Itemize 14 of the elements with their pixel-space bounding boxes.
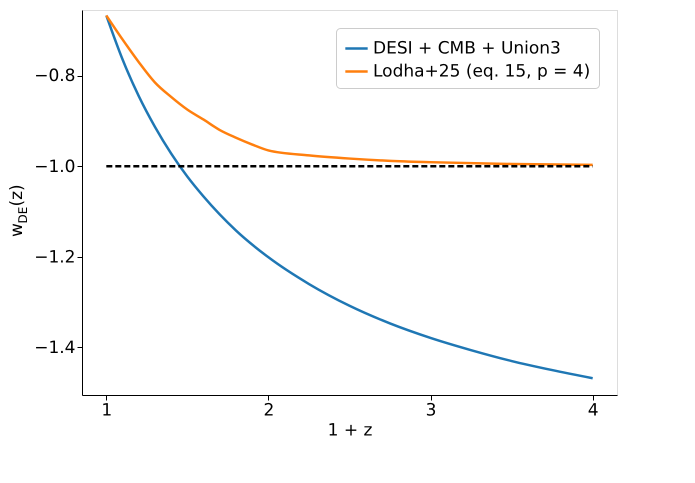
x-tick-label: 2 — [264, 400, 274, 420]
y-tick-label: −1.0 — [34, 156, 76, 177]
y-tick-label: −1.2 — [34, 247, 76, 268]
x-tick-label: 4 — [588, 400, 599, 420]
y-axis-title: wDE(z) — [7, 184, 30, 237]
x-tick-label: 1 — [101, 400, 112, 420]
x-tick-label: 3 — [426, 400, 436, 420]
line-series — [105, 14, 594, 380]
legend-label: Lodha+25 (eq. 15, p = 4) — [373, 62, 590, 82]
legend-label: DESI + CMB + Union3 — [373, 38, 561, 58]
line-series — [105, 14, 594, 166]
y-tick-label: −1.4 — [34, 338, 76, 358]
x-axis-title: 1 + z — [328, 420, 372, 440]
y-tick-label: −0.8 — [34, 66, 76, 86]
